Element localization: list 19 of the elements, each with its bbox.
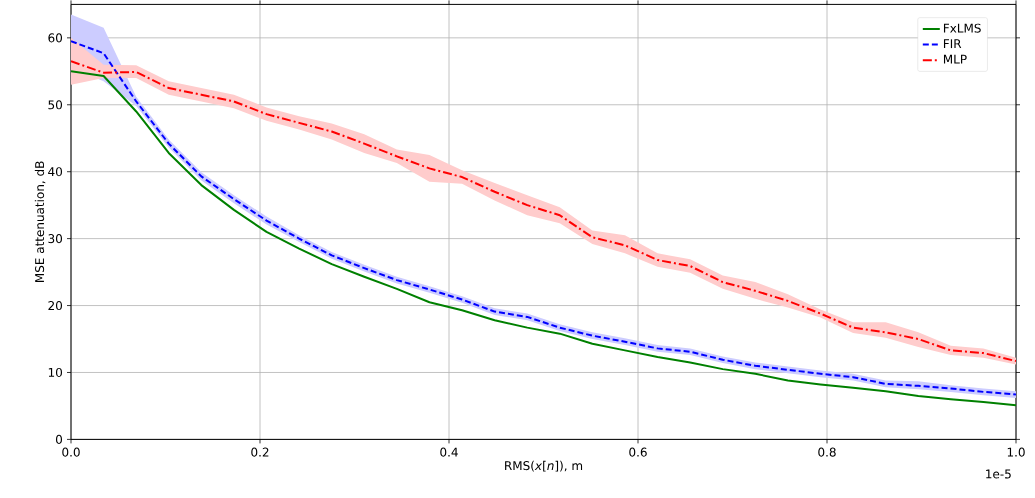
- x-tick-label: 0.8: [818, 447, 836, 457]
- y-tick-label: 30: [48, 233, 63, 243]
- x-tick-label: 0.0: [62, 447, 80, 457]
- x-axis-title: RMS(x[n]), m: [505, 460, 583, 472]
- x-tick-label: 0.2: [251, 447, 269, 457]
- y-tick-label: 20: [48, 300, 63, 310]
- y-tick-label: 60: [48, 33, 63, 43]
- y-tick-label: 50: [48, 100, 63, 110]
- x-tick-label: 0.6: [629, 447, 647, 457]
- y-axis-title: MSE attenuation, dB: [34, 161, 46, 282]
- y-tick-label: 40: [48, 166, 63, 177]
- legend-label: MLP: [943, 54, 967, 64]
- y-tick-label: 10: [48, 367, 63, 377]
- legend-label: FxLMS: [943, 23, 981, 33]
- text: 1e-5: [986, 469, 1011, 479]
- y-tick-label: 0: [55, 434, 63, 444]
- legend-label: FIR: [943, 39, 962, 48]
- x-tick-label: 0.4: [440, 447, 458, 457]
- x-tick-label: 1.0: [1007, 447, 1025, 457]
